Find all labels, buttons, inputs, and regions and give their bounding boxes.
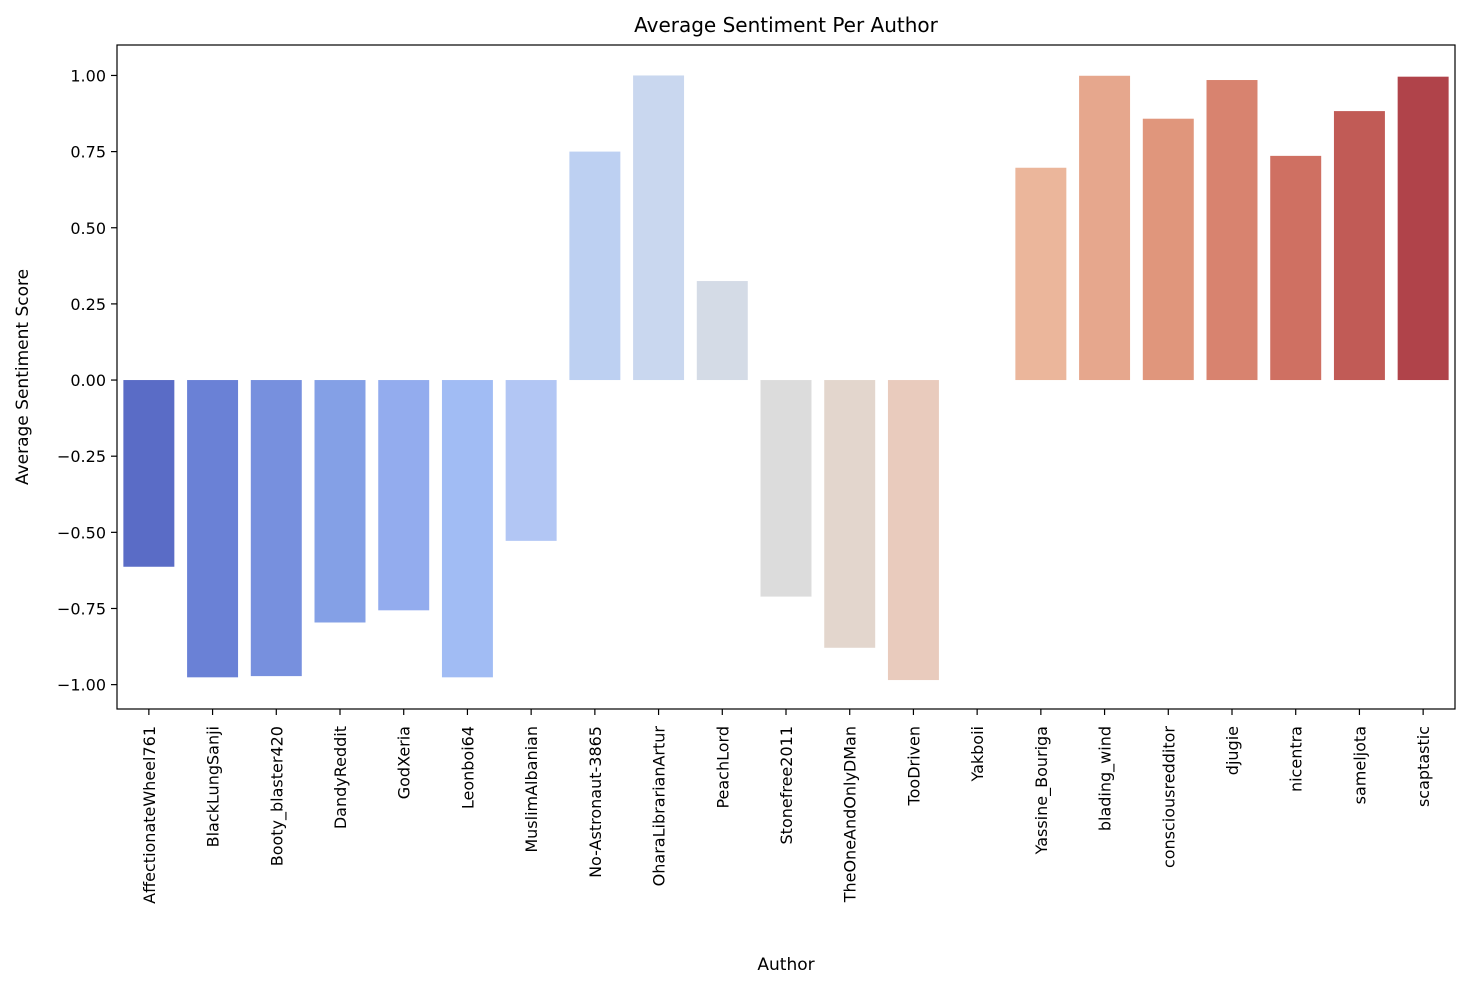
x-axis-label: Author	[757, 955, 814, 975]
y-tick-label: 0.50	[70, 219, 106, 238]
bar-sameljota	[1333, 111, 1385, 381]
bar-OharaLibrarianArtur	[633, 75, 685, 381]
x-tick-label: GodXeria	[395, 726, 414, 799]
x-tick-label: OharaLibrarianArtur	[650, 726, 669, 887]
x-tick-label: Booty_blaster420	[267, 726, 287, 866]
bar-Leonboi64	[441, 380, 493, 678]
y-tick-label: 0.75	[70, 143, 106, 162]
bar-Stonefree2011	[760, 380, 812, 597]
bar-Yassine_Bouriga	[1015, 167, 1067, 381]
y-axis: 1.00 0.75 0.50 0.25 0.00 −0.25 −0.50 −0.75 −1.00	[57, 66, 117, 695]
bar-TooDriven	[887, 380, 939, 681]
x-tick-label: Yakboii	[968, 726, 987, 782]
x-tick-label: BlackLungSanji	[204, 726, 223, 847]
bar-scaptastic	[1397, 76, 1449, 381]
y-tick-label: −0.75	[57, 599, 106, 618]
y-tick-label: −1.00	[57, 676, 106, 695]
x-tick-label: No-Astronaut-3865	[586, 726, 605, 878]
y-tick-label: 0.25	[70, 295, 106, 314]
bar-BlackLungSanji	[187, 380, 239, 678]
y-tick-label: −0.25	[57, 447, 106, 466]
bar-djugie	[1206, 80, 1258, 381]
bars-layer	[123, 75, 1449, 681]
bar-PeachLord	[696, 281, 748, 381]
chart-title: Average Sentiment Per Author	[634, 13, 939, 37]
bar-GodXeria	[378, 380, 430, 611]
x-tick-label: Leonboi64	[458, 726, 477, 809]
x-tick-label: AffectionateWheel761	[140, 726, 159, 904]
bar-DandyReddit	[314, 380, 366, 623]
x-tick-label: sameljota	[1350, 726, 1369, 804]
x-tick-label: scaptastic	[1414, 726, 1433, 807]
bar-MuslimAlbanian	[505, 380, 557, 541]
x-tick-label: PeachLord	[713, 726, 732, 809]
bar-blading_wind	[1079, 75, 1131, 381]
x-tick-label: MuslimAlbanian	[522, 726, 541, 853]
bar-Booty_blaster420	[250, 380, 302, 677]
y-axis-label: Average Sentiment Score	[13, 269, 33, 485]
x-tick-label: Stonefree2011	[777, 726, 796, 844]
y-tick-label: 0.00	[70, 371, 106, 390]
x-tick-label: DandyReddit	[331, 726, 350, 829]
y-tick-label: −0.50	[57, 523, 106, 542]
x-tick-label: consciousredditor	[1159, 726, 1178, 868]
bar-AffectionateWheel761	[123, 380, 175, 567]
y-tick-label: 1.00	[70, 66, 106, 85]
x-tick-label: djugie	[1223, 726, 1242, 775]
x-tick-label: blading_wind	[1096, 726, 1116, 831]
x-tick-label: Yassine_Bouriga	[1032, 726, 1052, 855]
bar-nicentra	[1270, 155, 1322, 381]
bar-No-Astronaut-3865	[569, 151, 621, 381]
x-tick-label: nicentra	[1287, 726, 1306, 792]
x-tick-label: TooDriven	[904, 726, 923, 806]
x-axis: AffectionateWheel761 BlackLungSanji Booty_…	[140, 709, 1433, 904]
bar-consciousredditor	[1142, 118, 1194, 381]
x-tick-label: TheOneAndOnlyDMan	[841, 726, 860, 903]
bar-TheOneAndOnlyDMan	[824, 380, 876, 648]
